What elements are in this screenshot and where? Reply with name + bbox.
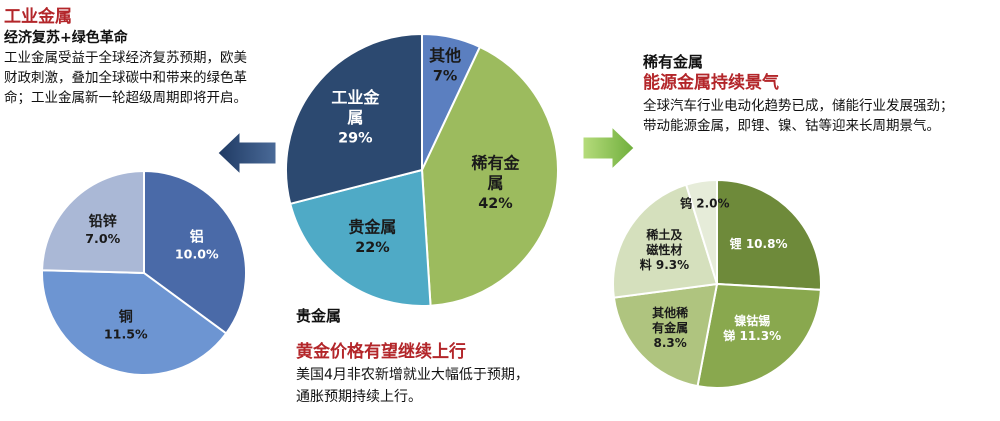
rare-subtitle: 能源金属持续景气 bbox=[643, 73, 779, 93]
arrow-right-icon bbox=[582, 125, 635, 171]
pie-category-label: 料 9.3% bbox=[640, 257, 689, 272]
precious-body-line: 美国4月非农新增就业大幅低于预期， bbox=[296, 367, 529, 383]
precious-body: 美国4月非农新增就业大幅低于预期， 通胀预期持续上行。 bbox=[296, 364, 616, 408]
pie-category-label: 钨 2.0% bbox=[680, 195, 729, 210]
rare-title: 稀有金属 bbox=[643, 53, 704, 71]
precious-subtitle: 黄金价格有望继续上行 bbox=[296, 342, 466, 362]
industrial-metals-block: 工业金属 经济复苏+绿色革命 工业金属受益于全球经济复苏预期，欧美 财政刺激，叠… bbox=[4, 6, 304, 108]
pie-slice bbox=[143, 169, 247, 335]
pie-slice bbox=[420, 45, 559, 307]
industrial-body: 工业金属受益于全球经济复苏预期，欧美 财政刺激，叠加全球碳中和带来的绿色革 命；… bbox=[4, 48, 304, 108]
pie-category-label: 属 bbox=[487, 174, 503, 193]
rare-metals-block: 稀有金属 能源金属持续景气 全球汽车行业电动化趋势已成，储能行业发展强劲； 带动… bbox=[643, 52, 995, 136]
industrial-body-line: 工业金属受益于全球经济复苏预期，欧美 bbox=[4, 50, 247, 66]
rare-body-line: 全球汽车行业电动化趋势已成，储能行业发展强劲； bbox=[643, 98, 954, 114]
industrial-body-line: 命；工业金属新一轮超级周期即将开启。 bbox=[4, 90, 247, 106]
industrial-title: 工业金属 bbox=[4, 7, 72, 27]
pie-category-label: 其他稀 bbox=[652, 305, 688, 320]
pie-value-label: 42% bbox=[478, 196, 512, 212]
rare-body-line: 带动能源金属，即锂、镍、钴等迎来长周期景气。 bbox=[643, 118, 940, 134]
industrial-subtitle: 经济复苏+绿色革命 bbox=[4, 30, 128, 46]
pie-value-label: 7% bbox=[433, 68, 457, 84]
pie-value-label: 11.5% bbox=[104, 326, 148, 341]
pie-category-label: 磁性材 bbox=[645, 242, 682, 257]
pie-category-label: 属 bbox=[347, 108, 363, 127]
pie-category-label: 贵金属 bbox=[348, 218, 396, 237]
industrial-body-line: 财政刺激，叠加全球碳中和带来的绿色革 bbox=[4, 70, 247, 86]
precious-title: 贵金属 bbox=[296, 307, 342, 325]
pie-category-label: 铜 bbox=[119, 308, 133, 325]
pie-slice bbox=[612, 183, 719, 299]
pie-category-label: 镍钴锡 bbox=[734, 313, 770, 328]
pie-category-label: 稀有金 bbox=[471, 154, 520, 173]
pie-slice bbox=[684, 178, 718, 285]
pie-slice bbox=[285, 32, 423, 206]
pie-category-label: 8.3% bbox=[653, 336, 686, 350]
pie-slice bbox=[289, 168, 432, 307]
pie-category-label: 工业金 bbox=[331, 88, 380, 107]
arrow-left-icon bbox=[217, 130, 277, 176]
precious-body-line: 通胀预期持续上行。 bbox=[296, 389, 422, 405]
precious-metals-block: 贵金属 黄金价格有望继续上行 美国4月非农新增就业大幅低于预期， 通胀预期持续上… bbox=[296, 306, 616, 408]
pie-category-label: 锑 11.3% bbox=[722, 328, 781, 343]
pie-value-label: 29% bbox=[338, 130, 372, 146]
pie-category-label: 稀土及 bbox=[646, 227, 683, 242]
industrial-metals-pie-chart: 铝10.0% 铜11.5% 铅锌7.0% bbox=[41, 169, 247, 376]
pie-slice bbox=[612, 282, 719, 388]
pie-value-label: 22% bbox=[355, 240, 389, 256]
pie-value-label: 10.0% bbox=[175, 247, 219, 262]
pie-value-label: 7.0% bbox=[85, 231, 120, 246]
pie-category-label: 铝 bbox=[190, 229, 204, 246]
pie-category-label: 锂 10.8% bbox=[730, 236, 788, 251]
pie-slice bbox=[696, 282, 822, 389]
pie-category-label: 其他 bbox=[429, 46, 461, 65]
pie-category-label: 有金属 bbox=[652, 320, 688, 335]
rare-body: 全球汽车行业电动化趋势已成，储能行业发展强劲； 带动能源金属，即锂、镍、钴等迎来… bbox=[643, 96, 995, 136]
pie-slice bbox=[41, 169, 145, 275]
pie-slice bbox=[716, 178, 822, 291]
pie-slice bbox=[41, 269, 228, 376]
pie-category-label: 铅锌 bbox=[88, 213, 117, 230]
